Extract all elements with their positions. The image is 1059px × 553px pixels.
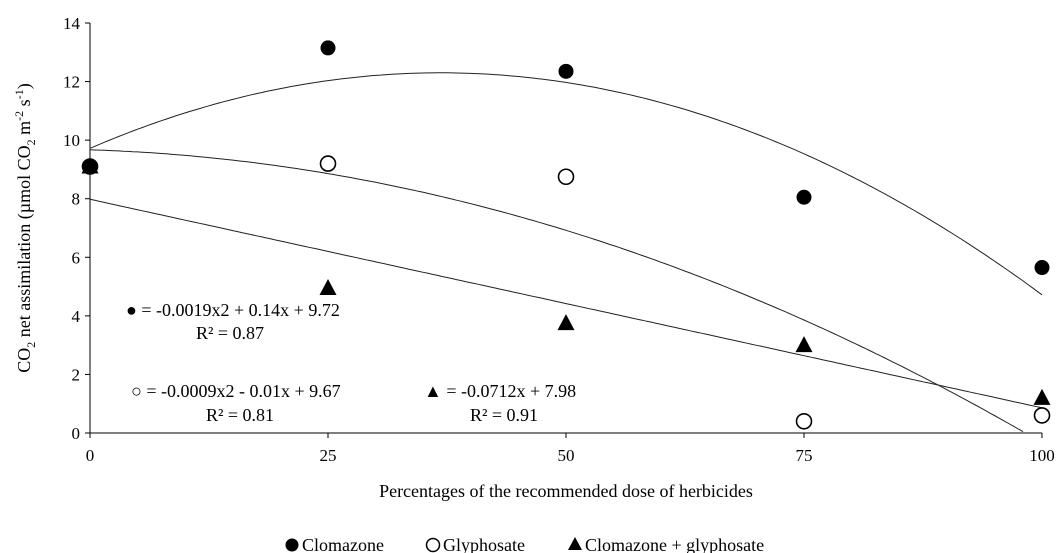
- axes: 0 2 4 6 8 10 12 14 0 25 50 75 100: [63, 14, 1055, 465]
- trend-line-series-2: [89, 198, 1043, 409]
- legend: Clomazone Glyphosate Clomazone + glyphos…: [285, 535, 764, 553]
- trend-line-series-0: [89, 72, 1043, 296]
- data-point-open-circle: [795, 412, 813, 430]
- y-tick-label: 12: [63, 73, 80, 92]
- data-point-open-circle: [1033, 407, 1051, 424]
- y-tick-label: 4: [72, 307, 81, 326]
- r2-clomazone-glyphosate: R² = 0.91: [470, 405, 538, 425]
- x-tick-label: 50: [558, 446, 575, 465]
- x-tick-label: 25: [320, 446, 337, 465]
- y-tick-label: 0: [72, 424, 81, 443]
- trend-lines: [89, 72, 1043, 433]
- y-tick-label: 6: [72, 248, 81, 267]
- data-point-filled-triangle: [81, 157, 99, 174]
- data-point-filled-circle: [558, 63, 574, 79]
- x-tick-label: 0: [86, 446, 95, 465]
- legend-item-glyphosate: Glyphosate: [425, 535, 525, 553]
- legend-item-clomazone: Clomazone: [285, 535, 384, 553]
- data-point-open-circle: [319, 155, 337, 172]
- data-point-filled-triangle: [1033, 388, 1051, 405]
- legend-item-clomazone-glyphosate: Clomazone + glyphosate: [568, 535, 764, 553]
- equation-clomazone: ● = -0.0019x2 + 0.14x + 9.72: [126, 300, 340, 320]
- data-point-filled-triangle: [795, 336, 813, 353]
- data-points: [81, 40, 1051, 430]
- x-axis-title: Percentages of the recommended dose of h…: [379, 481, 753, 501]
- y-tick-label: 8: [72, 190, 81, 209]
- data-point-filled-circle: [796, 189, 812, 205]
- data-point-open-circle: [557, 168, 575, 186]
- equation-clomazone-glyphosate: ▲ = -0.0712x + 7.98: [424, 381, 576, 401]
- data-point-filled-triangle: [319, 279, 337, 296]
- r2-glyphosate: R² = 0.81: [206, 405, 274, 425]
- legend-label-glyphosate: Glyphosate: [443, 535, 525, 553]
- y-axis-title: CO2 net assimilation (µmol CO2 m-2 s-1): [12, 83, 38, 372]
- legend-label-clomazone: Clomazone: [302, 535, 384, 553]
- data-point-filled-circle: [320, 40, 336, 56]
- y-tick-label: 2: [72, 365, 81, 384]
- filled-triangle-marker-icon: [568, 537, 582, 550]
- open-circle-marker-icon: [425, 537, 441, 553]
- equation-glyphosate: ○ = -0.0009x2 - 0.01x + 9.67: [131, 381, 341, 401]
- r2-clomazone: R² = 0.87: [196, 323, 264, 343]
- legend-label-clomazone-glyphosate: Clomazone + glyphosate: [585, 535, 764, 553]
- data-point-filled-triangle: [557, 314, 575, 331]
- data-point-filled-circle: [1034, 260, 1050, 276]
- x-tick-label: 100: [1029, 446, 1055, 465]
- filled-circle-marker-icon: [285, 538, 299, 552]
- y-tick-label: 14: [63, 14, 81, 33]
- y-tick-label: 10: [63, 131, 80, 150]
- trend-line-series-1: [89, 149, 1024, 433]
- x-tick-label: 75: [796, 446, 813, 465]
